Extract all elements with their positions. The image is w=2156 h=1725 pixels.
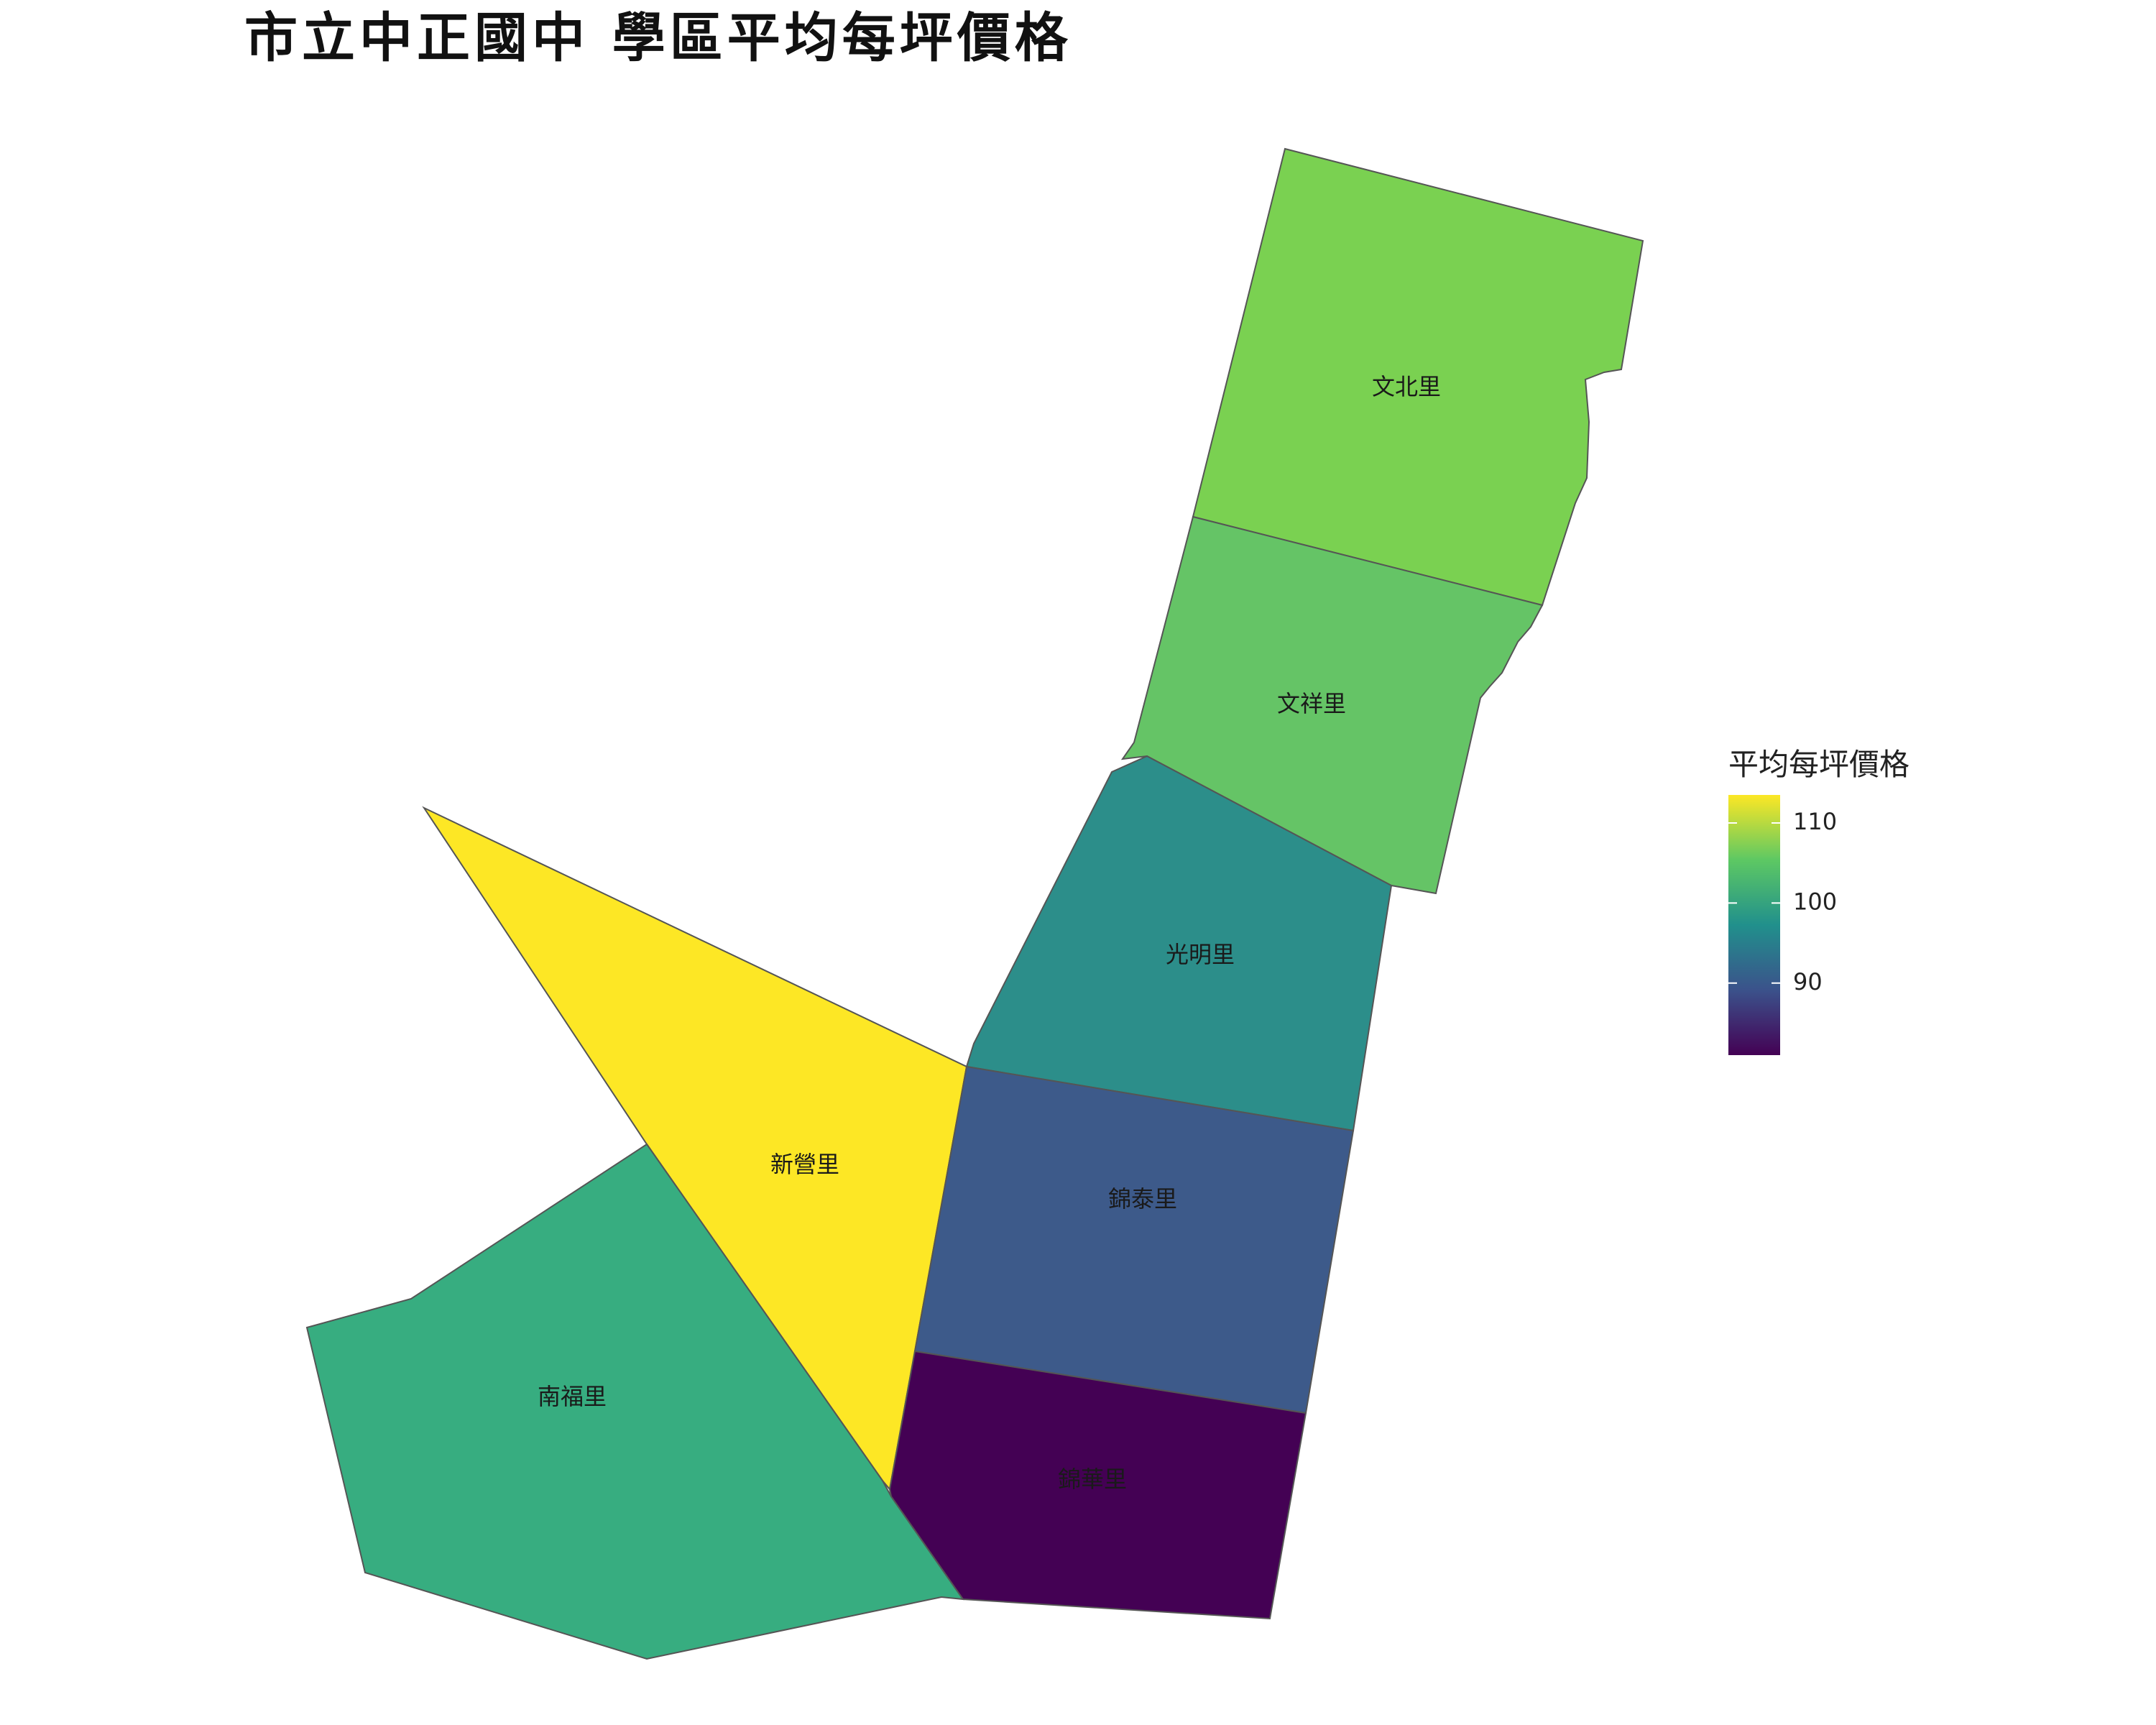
legend-tick-label: 100 bbox=[1793, 888, 1837, 915]
legend: 平均每坪價格 110 100 90 bbox=[1728, 747, 1909, 1055]
region-1 bbox=[1120, 515, 1544, 895]
regions-layer bbox=[305, 147, 1644, 1660]
map-title: 市立中正國中 學區平均每坪價格 bbox=[244, 7, 1072, 69]
legend-title: 平均每坪價格 bbox=[1728, 747, 1909, 782]
region-label: 文北里 bbox=[1372, 373, 1441, 400]
legend-ticks: 110 100 90 bbox=[1728, 808, 1837, 995]
region-label: 新營里 bbox=[770, 1151, 839, 1178]
region-label: 錦泰里 bbox=[1108, 1185, 1177, 1213]
region-label: 錦華里 bbox=[1058, 1466, 1127, 1493]
legend-tick-label: 110 bbox=[1793, 808, 1837, 835]
region-5 bbox=[305, 1143, 965, 1660]
legend-tick-label: 90 bbox=[1793, 968, 1823, 995]
region-label: 文祥里 bbox=[1277, 690, 1346, 717]
legend-colorbar bbox=[1728, 795, 1780, 1055]
region-label: 光明里 bbox=[1166, 941, 1235, 968]
region-6 bbox=[888, 1350, 1307, 1620]
region-label: 南福里 bbox=[538, 1383, 607, 1410]
